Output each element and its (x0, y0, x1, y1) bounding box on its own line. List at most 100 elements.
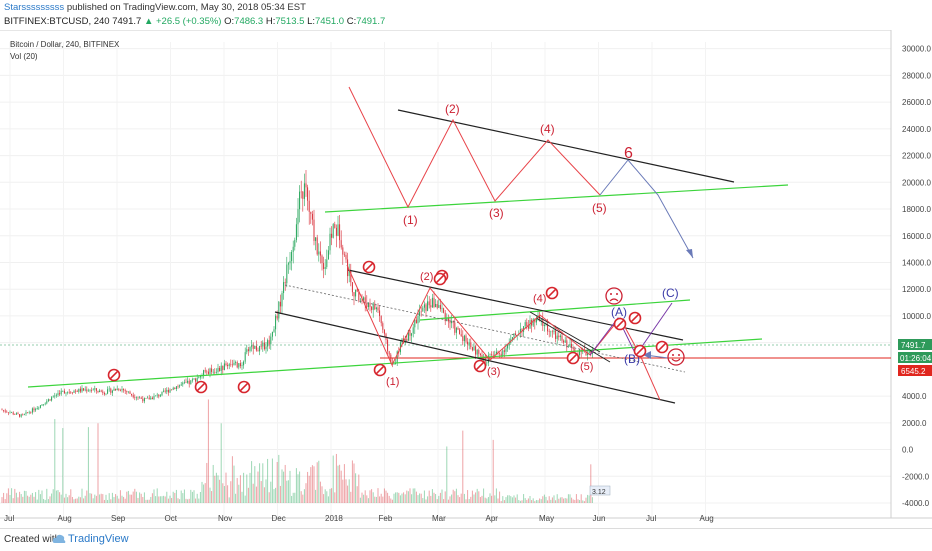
candle-body (433, 297, 435, 308)
candle-body (356, 289, 358, 292)
candle-body (278, 301, 280, 319)
candle-body (347, 259, 349, 277)
candle-body (115, 388, 117, 391)
candle-body (243, 361, 245, 366)
candle-body (561, 335, 563, 341)
volume-bar (347, 485, 349, 503)
candle-body (118, 388, 120, 391)
candle-body (420, 311, 422, 313)
y-tick-label: 2000.0 (902, 419, 927, 428)
candle-body (380, 316, 382, 324)
candle-body (284, 282, 286, 284)
candle-body (86, 389, 88, 392)
candle-body (227, 365, 229, 367)
volume-bar (97, 423, 99, 503)
volume-bar (495, 488, 497, 503)
candle-body (28, 412, 30, 413)
candle-body (172, 387, 174, 390)
candle-body (571, 343, 573, 348)
x-tick-label: Jul (4, 514, 14, 523)
volume-bar (220, 423, 222, 503)
candle-body (231, 364, 233, 366)
volume-bar (156, 488, 158, 503)
candle-body (455, 327, 457, 333)
volume-bar (55, 490, 57, 503)
candle-body (539, 316, 541, 321)
candle-body (41, 404, 43, 406)
candle-body (559, 335, 561, 338)
candle-body (193, 378, 195, 380)
volume-bar (177, 498, 179, 503)
volume-bar (555, 500, 557, 503)
volume-bar (150, 496, 152, 503)
y-tick-label: 12000.0 (902, 285, 931, 294)
price-chart[interactable]: 30000.0 28000.0 26000.0 24000.0 22000.0 20000… (0, 30, 932, 528)
volume-bar (99, 494, 101, 503)
volume-bar (519, 500, 521, 503)
candle-body (63, 390, 65, 394)
candle-body (188, 380, 190, 385)
no-entry-icon (473, 359, 487, 373)
volume-bar (359, 497, 361, 503)
candle-body (204, 370, 206, 372)
volume-bar (111, 492, 113, 503)
volume-bar (419, 493, 421, 503)
volume-bar (123, 496, 125, 503)
volume-bar (348, 479, 350, 503)
volume-bar (100, 493, 102, 503)
volume-bar (174, 492, 176, 503)
volume-bar (468, 499, 470, 503)
candle-body (190, 380, 192, 385)
candle-body (91, 390, 93, 391)
lower-wave-label: (5) (580, 361, 593, 373)
candle-body (337, 224, 339, 236)
volume-bar (521, 500, 523, 503)
candle-body (12, 412, 14, 415)
volume-bar (435, 494, 437, 503)
volume-bar (279, 485, 281, 503)
volume-bar (582, 500, 584, 503)
volume-bar (89, 493, 91, 503)
candle-body (587, 353, 589, 356)
y-tick-label: 26000.0 (902, 98, 931, 107)
volume-bar (244, 495, 246, 503)
volume-bar (553, 495, 555, 503)
candle-body (174, 387, 176, 390)
candle-body (158, 394, 160, 397)
low-value: 7451.0 (315, 16, 345, 27)
volume-bar (19, 491, 21, 503)
candle-body (476, 349, 478, 355)
volume-bar (372, 492, 374, 503)
candle-body (415, 319, 417, 324)
volume-bar (308, 475, 310, 503)
candle-body (343, 254, 345, 256)
upper-wave-label: 6 (624, 145, 633, 162)
candle-body (388, 351, 390, 355)
candle-body (553, 330, 555, 333)
no-entry-icon (655, 340, 669, 354)
candle-body (300, 191, 302, 193)
lower-wave-path (346, 264, 591, 367)
volume-bar (428, 490, 430, 503)
volume-bar (171, 497, 173, 503)
change-value: +26.5 (+0.35%) (155, 16, 222, 27)
candle-body (244, 352, 246, 362)
volume-bar (6, 493, 8, 503)
volume-bar (22, 496, 24, 503)
volume-bar (94, 494, 96, 503)
candle-body (220, 365, 222, 372)
candle-body (334, 224, 336, 228)
volume-bar (252, 483, 254, 503)
volume-bar (209, 487, 211, 503)
no-entry-icon (433, 272, 447, 286)
author-link[interactable]: Starsssssssss (4, 2, 65, 13)
y-tick-label: 14000.0 (902, 258, 931, 267)
volume-bar (135, 491, 137, 503)
candle-body (310, 211, 312, 214)
upper-channel-line (397, 109, 735, 183)
tradingview-brand[interactable]: TradingView (68, 533, 129, 545)
candle-body (283, 282, 285, 294)
volume-bar (481, 495, 483, 503)
volume-bar (41, 490, 43, 503)
volume-bar (103, 499, 105, 503)
